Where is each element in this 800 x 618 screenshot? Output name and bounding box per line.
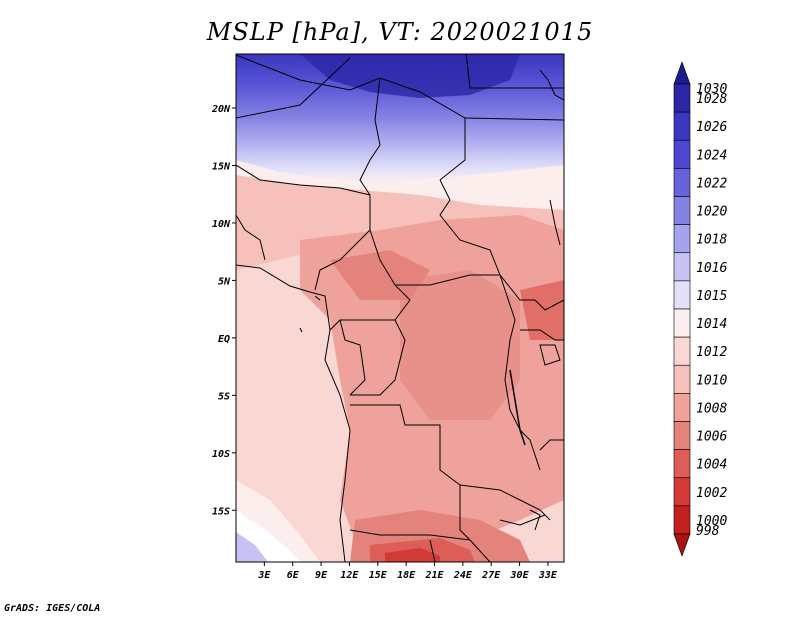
colorbar-swatch <box>673 449 691 479</box>
colorbar-swatch <box>673 61 691 85</box>
colorbar-swatch <box>673 477 691 507</box>
lon-label: 3E <box>257 570 271 581</box>
border-angola-drc <box>350 404 471 541</box>
lon-label: 9E <box>315 570 328 581</box>
border-uganda-kenya <box>520 329 564 341</box>
colorbar-label: 1028 <box>696 92 727 107</box>
latitude-axis: 20N 15N 10N 5N EQ 5S 10S 15S <box>211 104 236 517</box>
colorbar-label: 1008 <box>696 401 727 416</box>
lon-label: 15E <box>369 570 388 581</box>
border-niger-chad <box>359 77 381 196</box>
map-frame <box>235 53 565 563</box>
colorbar-label: 1015 <box>696 289 727 304</box>
lon-label: 27E <box>481 570 501 581</box>
border-angola-namibia <box>349 529 471 541</box>
colorbar-swatch <box>673 111 691 141</box>
lat-label: 5S <box>218 391 230 402</box>
lat-label: EQ <box>218 334 230 345</box>
colorbar-swatch <box>673 83 691 113</box>
colorbar-swatch <box>673 196 691 225</box>
colorbar-label: 1000 <box>696 514 727 529</box>
lat-label: 5N <box>218 276 231 287</box>
border-car-southsudan <box>395 274 535 301</box>
lake-malawi <box>529 509 541 531</box>
lon-label: 33E <box>538 570 558 581</box>
border-southsudan-ethiopia <box>534 299 564 311</box>
colorbar-label: 1020 <box>696 205 727 220</box>
colorbar-label: 1016 <box>696 261 727 276</box>
colorbar-label: 1006 <box>696 430 727 445</box>
border-niger-nigeria <box>236 164 371 196</box>
colorbar-swatch <box>673 308 691 338</box>
colorbar-swatch <box>673 393 691 422</box>
colorbar-swatch <box>673 421 691 450</box>
border-egypt-sudan <box>464 117 564 121</box>
border-chad-sudan <box>439 179 501 276</box>
colorbar-label: 1004 <box>696 458 727 473</box>
lat-label: 10S <box>212 449 230 460</box>
border-congo-drc <box>350 319 406 396</box>
border-botswana-west <box>429 539 436 562</box>
lake-tanganyika <box>509 369 526 446</box>
colorbar-swatch <box>673 224 691 254</box>
colorbar-swatch <box>673 533 691 557</box>
chart-title: MSLP [hPa], VT: 2020021015 <box>206 18 594 46</box>
colorbar-swatch <box>673 505 691 535</box>
colorbar-swatch <box>673 280 691 310</box>
border-libya-chad <box>236 54 466 181</box>
lake-victoria <box>539 344 561 366</box>
border-algeria-niger <box>236 57 351 119</box>
colorbar-label: 1030 <box>696 82 727 97</box>
lon-label: 24E <box>453 570 473 581</box>
lat-label: 15N <box>212 161 231 172</box>
colorbar-label: 1012 <box>696 345 727 360</box>
pressure-field <box>236 54 564 562</box>
lat-label: 15S <box>212 506 230 517</box>
colorbar-label: 1026 <box>696 120 727 135</box>
border-benin-nigeria <box>236 214 266 261</box>
pressure-1006-congo <box>400 270 520 420</box>
colorbar-label: 1022 <box>696 176 727 191</box>
lon-label: 12E <box>340 570 359 581</box>
border-zambia <box>459 484 551 521</box>
colorbar-swatch <box>673 168 691 197</box>
lat-label: 20N <box>211 104 231 115</box>
border-libya-egypt <box>465 54 564 89</box>
border-sudan-eritrea <box>549 199 561 246</box>
border-gabon-congo <box>339 319 366 396</box>
pressure-1002-south <box>385 548 440 562</box>
colorbar-swatch <box>673 252 691 282</box>
border-nigeria-cameroon <box>314 195 371 291</box>
grads-credit: GrADS: IGES/COLA <box>4 603 101 614</box>
colorbar-label: 1024 <box>696 148 727 163</box>
colorbar-swatch <box>673 336 691 366</box>
border-drc-east <box>499 274 541 471</box>
island-saotome <box>299 327 303 333</box>
colorbar-label: 1014 <box>696 317 727 332</box>
border-zambia-zimbabwe <box>499 514 546 526</box>
colorbar-label: 1002 <box>696 486 727 501</box>
border-tanzania <box>539 439 564 451</box>
colorbar-label: 1018 <box>696 233 727 248</box>
island-bioko <box>314 295 321 301</box>
coastline-redsea <box>539 69 564 101</box>
pressure-1004-eastafrica <box>520 280 564 340</box>
longitude-axis: 3E 6E 9E 12E 15E 18E 21E 24E 27E 30E 33E <box>257 562 558 581</box>
coastline-west <box>236 264 351 562</box>
pressure-1016-atlantic <box>236 532 268 562</box>
lon-label: 30E <box>510 570 530 581</box>
lon-label: 6E <box>287 570 300 581</box>
pressure-1028-core <box>300 54 520 98</box>
border-zimbabwe <box>469 539 491 562</box>
lat-label: 10N <box>212 219 231 230</box>
colorbar-swatch <box>673 364 691 394</box>
colorbar-swatch <box>673 139 691 169</box>
colorbar-label: 1010 <box>696 373 727 388</box>
lon-label: 18E <box>397 570 416 581</box>
lon-label: 21E <box>424 570 444 581</box>
colorbar-label: 998 <box>696 524 720 539</box>
country-boundaries <box>236 54 564 562</box>
